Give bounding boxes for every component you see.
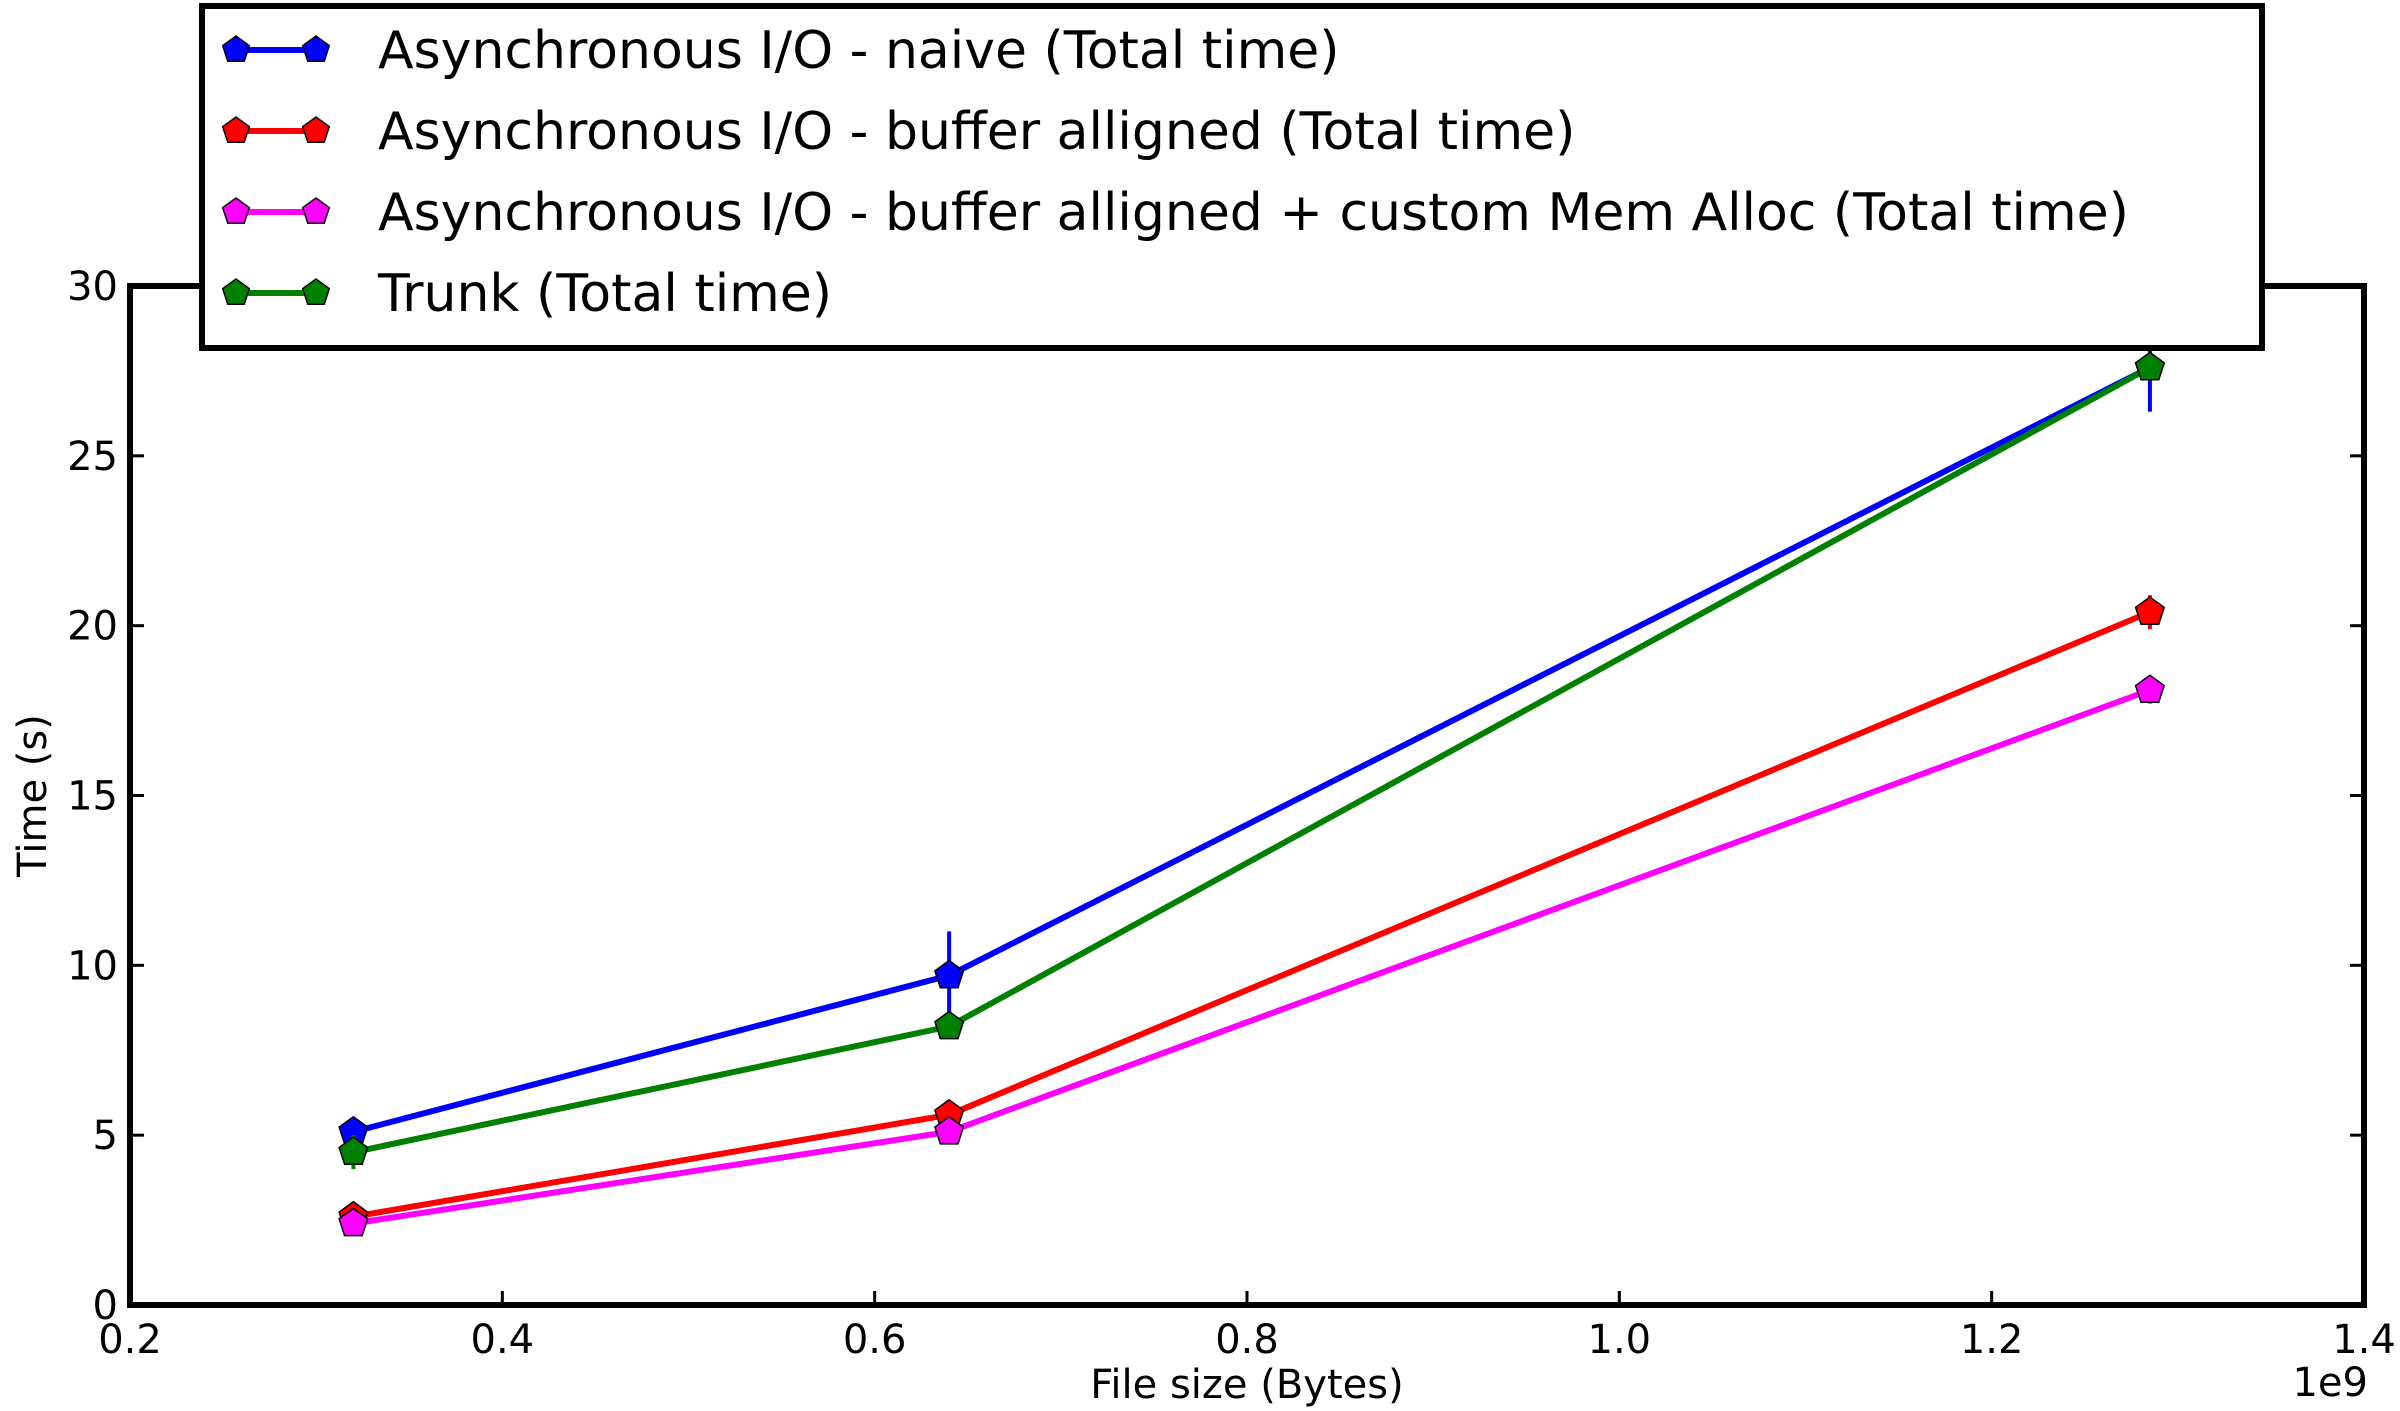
legend-marker — [301, 197, 331, 225]
series-layer — [338, 323, 2166, 1237]
x-tick-label: 0.2 — [98, 1317, 162, 1363]
series-line — [352, 609, 2152, 1220]
x-tick-label: 1.4 — [2332, 1317, 2396, 1363]
data-point-marker — [934, 1010, 965, 1040]
legend-label: Asynchronous I/O - buffer alligned (Tota… — [378, 102, 1575, 162]
legend: Asynchronous I/O - naive (Total time) Asy… — [199, 3, 2265, 351]
series-line — [352, 364, 2152, 1135]
legend-marker — [221, 197, 251, 225]
x-tick-label: 0.4 — [471, 1317, 535, 1363]
x-tick-label: 1.2 — [1960, 1317, 2024, 1363]
legend-entry: Trunk (Total time) — [221, 264, 832, 324]
data-point-marker — [338, 1207, 369, 1237]
x-tick-label: 0.8 — [1215, 1317, 1279, 1363]
legend-label: Asynchronous I/O - naive (Total time) — [378, 21, 1340, 81]
data-point-marker — [2134, 351, 2166, 381]
legend-marker — [301, 35, 331, 63]
legend-marker — [221, 278, 251, 306]
x-axis-offset-label: 1e9 — [2292, 1360, 2368, 1406]
y-tick-label: 15 — [67, 774, 118, 820]
legend-entry: Asynchronous I/O - naive (Total time) — [221, 21, 1340, 81]
legend-entry: Asynchronous I/O - buffer alligned (Tota… — [221, 102, 1575, 162]
x-tick-label: 0.6 — [843, 1317, 907, 1363]
series-2 — [338, 595, 2166, 1230]
y-tick-label: 5 — [93, 1113, 118, 1159]
x-tick-label: 1.0 — [1588, 1317, 1652, 1363]
y-axis-label: Time (s) — [10, 714, 56, 878]
y-tick-label: 10 — [67, 943, 118, 989]
y-tick-label: 30 — [67, 264, 118, 310]
series-3 — [338, 674, 2166, 1237]
y-tick-label: 0 — [93, 1283, 118, 1329]
legend-label: Trunk (Total time) — [377, 264, 832, 324]
legend-marker — [221, 116, 251, 144]
series-line — [352, 687, 2151, 1227]
series-4 — [338, 351, 2166, 1170]
y-tick-label: 20 — [67, 604, 118, 650]
data-point-marker — [934, 1115, 965, 1145]
legend-entry: Asynchronous I/O - buffer alligned + cus… — [221, 183, 2129, 243]
y-tick-label: 25 — [67, 434, 118, 480]
data-point-marker — [934, 959, 965, 989]
legend-marker — [301, 278, 331, 306]
legend-marker — [221, 35, 251, 63]
series-line — [352, 364, 2152, 1156]
data-point-marker — [2134, 674, 2166, 704]
legend-box — [199, 3, 2265, 351]
axis-ticks: 0.2 0.4 0.6 0.8 1.0 1.2 1.4 0 5 10 15 20 25 30 — [67, 264, 2396, 1363]
plot-frame — [127, 283, 2367, 1308]
legend-label: Asynchronous I/O - buffer alligned + cus… — [378, 183, 2129, 243]
data-point-marker — [2134, 596, 2166, 625]
x-axis-label: File size (Bytes) — [1090, 1362, 1403, 1408]
data-point-marker — [338, 1136, 369, 1166]
legend-marker — [301, 116, 331, 144]
